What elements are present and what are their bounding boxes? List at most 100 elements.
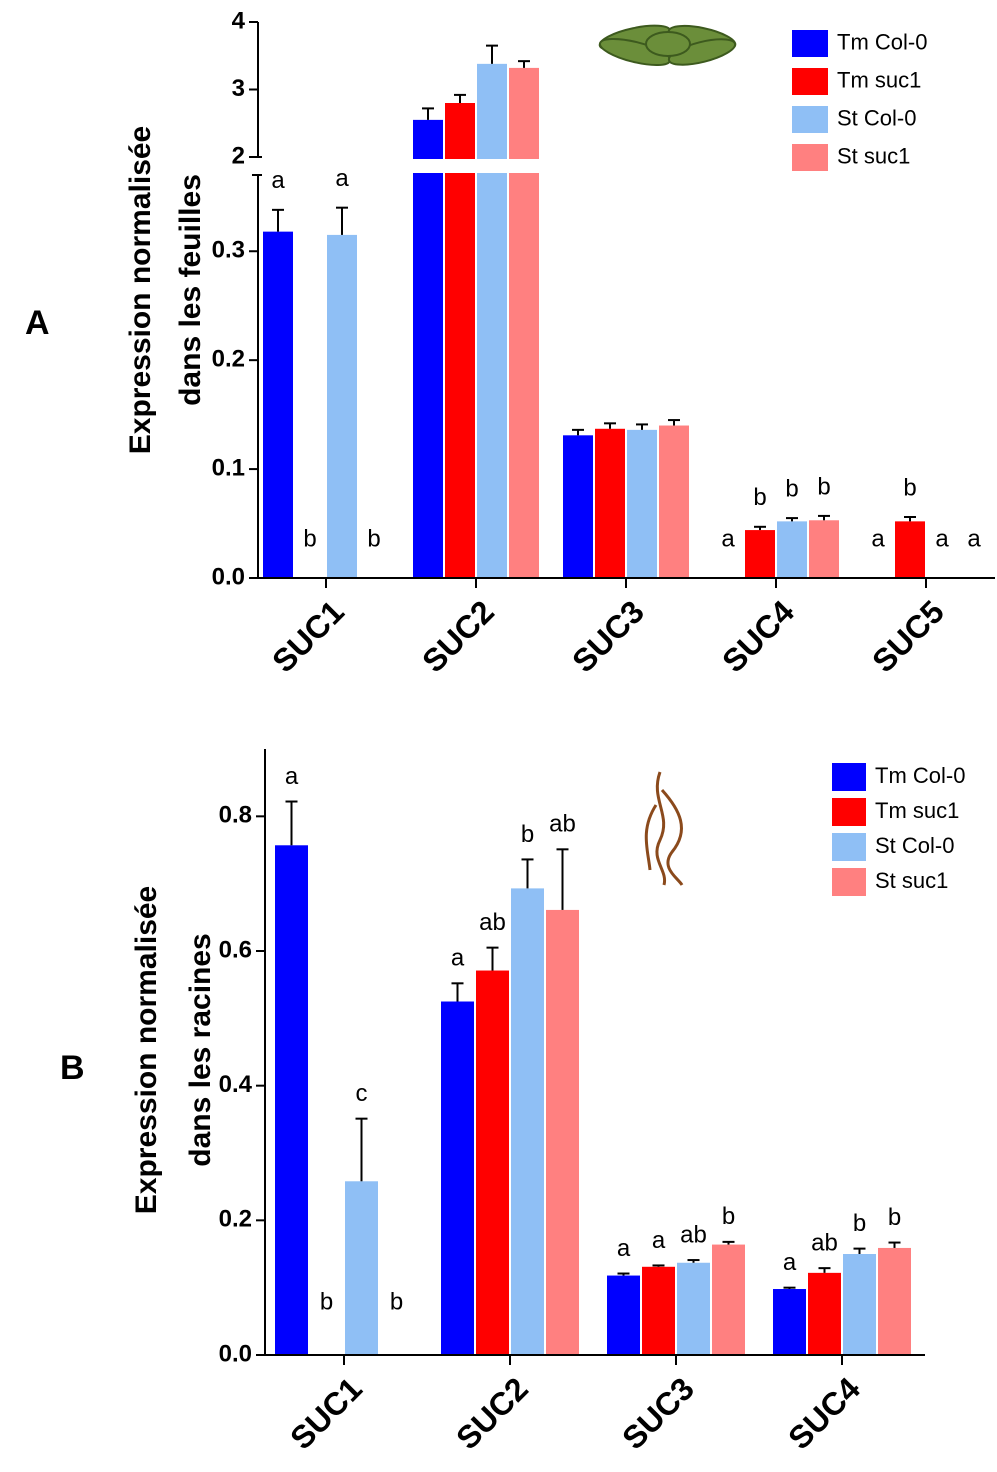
x-tick-label: SUC5 xyxy=(865,593,951,679)
x-tick-label: SUC3 xyxy=(565,593,651,679)
panel-label: A xyxy=(25,304,50,342)
panel-label: B xyxy=(60,1049,85,1087)
y-axis-title: dans les racines xyxy=(184,933,217,1166)
x-tick-label: SUC1 xyxy=(283,1370,369,1456)
legend-swatch xyxy=(832,868,866,896)
significance-letter: c xyxy=(356,1080,368,1107)
bar xyxy=(659,425,689,578)
legend-swatch xyxy=(792,106,828,133)
legend-label: Tm Col-0 xyxy=(875,763,965,788)
significance-letter: b xyxy=(753,484,766,511)
x-tick-label: SUC2 xyxy=(415,593,501,679)
bar xyxy=(263,231,293,579)
x-tick-label: SUC4 xyxy=(781,1370,867,1456)
significance-letter: a xyxy=(721,525,735,552)
bar xyxy=(677,1262,710,1355)
significance-letter: b xyxy=(785,475,798,502)
bar xyxy=(511,888,544,1355)
significance-letter: a xyxy=(935,525,949,552)
significance-letter: a xyxy=(617,1235,631,1262)
bar xyxy=(477,63,507,579)
significance-letter: ab xyxy=(479,909,506,936)
significance-letter: a xyxy=(271,167,285,194)
legend-label: St suc1 xyxy=(875,868,948,893)
x-tick-label: SUC3 xyxy=(615,1370,701,1456)
y-tick-label: 4 xyxy=(232,7,246,34)
legend-label: St suc1 xyxy=(837,143,910,168)
y-axis-title: Expression normalisée xyxy=(124,126,157,454)
bar xyxy=(445,103,475,578)
significance-letter: b xyxy=(817,473,830,500)
bar xyxy=(275,845,308,1355)
bar xyxy=(607,1275,640,1355)
bar xyxy=(509,67,539,579)
y-tick-label: 0.2 xyxy=(219,1206,252,1233)
y-axis-title: Expression normalisée xyxy=(130,886,163,1214)
legend-swatch xyxy=(832,833,866,861)
legend-label: St Col-0 xyxy=(875,833,954,858)
y-tick-label: 0.4 xyxy=(219,1071,253,1098)
significance-letter: a xyxy=(451,945,465,972)
y-tick-label: 0.0 xyxy=(219,1340,252,1367)
bar xyxy=(476,970,509,1355)
significance-letter: a xyxy=(783,1249,797,1276)
bar xyxy=(878,1247,911,1355)
bar xyxy=(546,909,579,1355)
significance-letter: b xyxy=(320,1288,333,1315)
significance-letter: b xyxy=(903,474,916,501)
significance-letter: b xyxy=(722,1203,735,1230)
significance-letter: a xyxy=(652,1227,666,1254)
x-tick-label: SUC2 xyxy=(449,1370,535,1456)
significance-letter: ab xyxy=(680,1221,707,1248)
significance-letter: b xyxy=(390,1288,403,1315)
y-tick-label: 0.2 xyxy=(212,346,245,373)
bar xyxy=(745,530,775,578)
bar xyxy=(808,1272,841,1355)
bar xyxy=(595,428,625,578)
leaf-icon xyxy=(598,24,737,67)
significance-letter: b xyxy=(367,525,380,552)
legend-swatch xyxy=(792,68,828,95)
y-tick-label: 0.6 xyxy=(219,936,252,963)
y-tick-label: 3 xyxy=(232,75,245,102)
significance-letter: b xyxy=(888,1204,901,1231)
y-tick-label: 2 xyxy=(232,142,245,169)
legend-label: St Col-0 xyxy=(837,105,916,130)
significance-letter: a xyxy=(967,525,981,552)
bar xyxy=(895,521,925,578)
y-tick-label: 0.8 xyxy=(219,802,252,829)
legend-label: Tm Col-0 xyxy=(837,29,927,54)
bar xyxy=(345,1181,378,1355)
legend-swatch xyxy=(832,798,866,826)
bar xyxy=(843,1254,876,1355)
bar xyxy=(642,1266,675,1355)
significance-letter: a xyxy=(285,763,299,790)
bar xyxy=(773,1289,806,1355)
significance-letter: a xyxy=(871,525,885,552)
y-axis-title: dans les feuilles xyxy=(174,174,207,406)
bar xyxy=(441,1001,474,1355)
significance-letter: b xyxy=(521,821,534,848)
bar xyxy=(809,520,839,578)
y-tick-label: 0.1 xyxy=(212,454,245,481)
bar xyxy=(627,429,657,578)
bar xyxy=(563,435,593,578)
significance-letter: b xyxy=(853,1210,866,1237)
legend-swatch xyxy=(832,763,866,791)
x-tick-label: SUC1 xyxy=(265,593,351,679)
legend-swatch xyxy=(792,144,828,171)
y-tick-label: 0.3 xyxy=(212,237,245,264)
legend-swatch xyxy=(792,30,828,57)
significance-letter: ab xyxy=(549,811,576,838)
significance-letter: ab xyxy=(811,1229,838,1256)
bar xyxy=(712,1244,745,1355)
y-tick-label: 0.0 xyxy=(212,563,245,590)
bar xyxy=(777,521,807,578)
root-icon xyxy=(644,771,684,886)
x-tick-label: SUC4 xyxy=(715,593,801,679)
legend-label: Tm suc1 xyxy=(837,67,921,92)
bar xyxy=(413,119,443,578)
legend-label: Tm suc1 xyxy=(875,798,959,823)
significance-letter: b xyxy=(303,525,316,552)
